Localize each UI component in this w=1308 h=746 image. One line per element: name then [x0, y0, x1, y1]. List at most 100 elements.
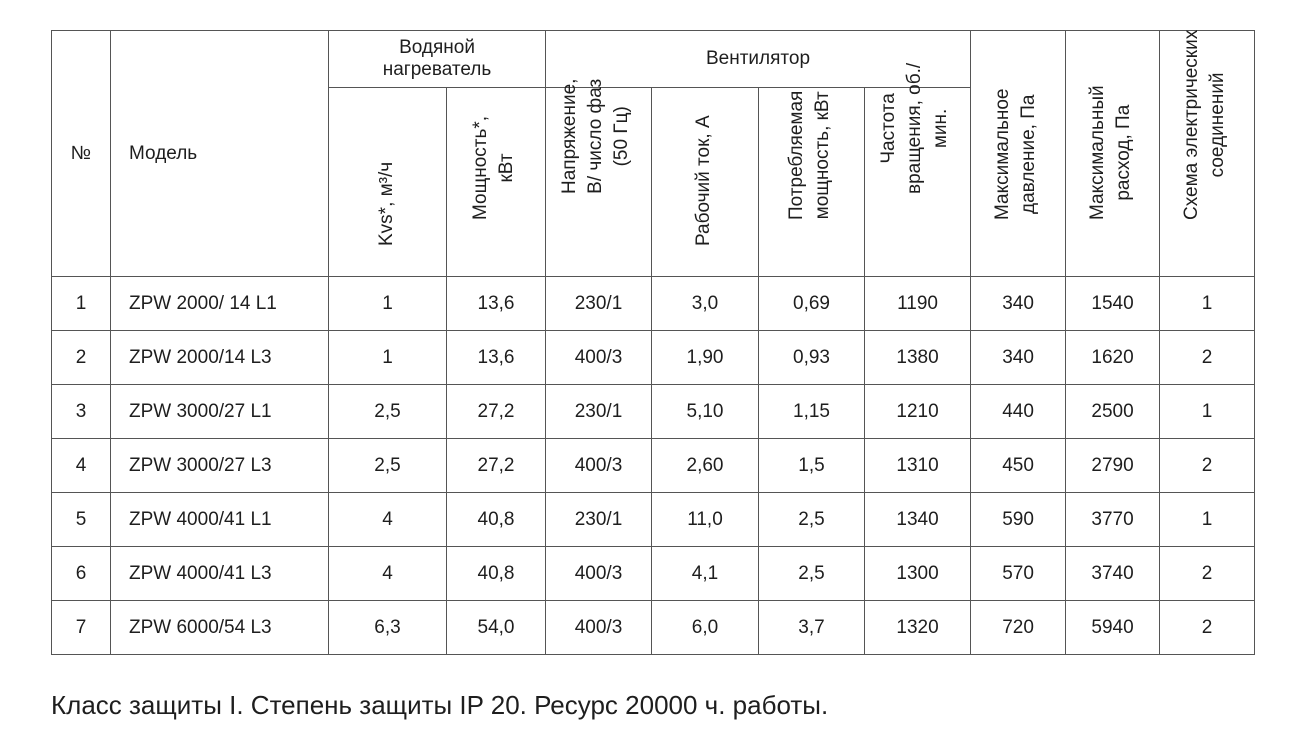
- cell-model: ZPW 6000/54 L3: [110, 600, 329, 655]
- table-row: 7 ZPW 6000/54 L3 6,3 54,0 400/3 6,0 3,7 …: [51, 600, 1256, 655]
- cell-scheme: 1: [1159, 384, 1256, 439]
- cell-consumed: 0,69: [758, 276, 865, 331]
- cell-model: ZPW 4000/41 L1: [110, 492, 329, 547]
- column-header-voltage: Напряжение, В/ число фаз (50 Гц): [545, 79, 652, 277]
- cell-rpm: 1190: [863, 276, 972, 331]
- cell-kvs: 1: [328, 330, 447, 385]
- cell-kvs: 4: [328, 492, 447, 547]
- cell-power: 13,6: [446, 276, 546, 331]
- cell-flow: 1540: [1065, 276, 1161, 331]
- cell-pressure: 340: [970, 330, 1067, 385]
- cell-num: 6: [51, 546, 111, 601]
- current-label: Рабочий ток, А: [693, 115, 714, 246]
- cell-voltage: 400/3: [545, 330, 652, 385]
- cell-flow: 3740: [1065, 546, 1161, 601]
- power-line2: кВт: [496, 153, 517, 183]
- max-pressure-line1: Максимальное: [992, 88, 1014, 221]
- voltage-line3: (50 Гц): [610, 106, 632, 167]
- cell-kvs: 6,3: [328, 600, 447, 655]
- header-row-group: № Модель Водяной нагреватель Вентилятор …: [51, 30, 1256, 277]
- column-header-model: Модель: [110, 30, 329, 277]
- column-header-kvs: Kvs*, м³/ч: [328, 87, 447, 277]
- cell-current: 1,90: [651, 330, 759, 385]
- cell-power: 54,0: [446, 600, 546, 655]
- cell-scheme: 2: [1159, 546, 1256, 601]
- cell-consumed: 2,5: [758, 492, 865, 547]
- cell-current: 5,10: [651, 384, 759, 439]
- cell-scheme: 1: [1159, 492, 1256, 547]
- rpm-line3: мин.: [929, 108, 951, 149]
- power-line1: Мощность*,: [470, 115, 491, 220]
- cell-num: 4: [51, 438, 111, 493]
- max-pressure-line2: давление, Па: [1018, 94, 1040, 214]
- cell-flow: 2790: [1065, 438, 1161, 493]
- table-row: 6 ZPW 4000/41 L3 4 40,8 400/3 4,1 2,5 13…: [51, 546, 1256, 601]
- column-header-num: №: [51, 30, 111, 277]
- cell-voltage: 400/3: [545, 546, 652, 601]
- cell-pressure: 570: [970, 546, 1067, 601]
- column-header-max-pressure: Максимальное давление, Па: [970, 30, 1067, 277]
- cell-num: 1: [51, 276, 111, 331]
- consumed-line1: Потребляемая: [785, 90, 807, 220]
- table-row: 5 ZPW 4000/41 L1 4 40,8 230/1 11,0 2,5 1…: [51, 492, 1256, 547]
- group-header-fan: Вентилятор: [544, 30, 972, 88]
- protection-note: Класс защиты I. Степень защиты IP 20. Ре…: [51, 690, 829, 720]
- consumed-line2: мощность, кВт: [811, 91, 833, 220]
- cell-power: 40,8: [446, 546, 546, 601]
- column-header-scheme: Схема электрических соединений: [1159, 30, 1256, 277]
- cell-flow: 2500: [1065, 384, 1161, 439]
- cell-rpm: 1340: [863, 492, 972, 547]
- cell-pressure: 340: [970, 276, 1067, 331]
- cell-power: 13,6: [446, 330, 546, 385]
- cell-pressure: 450: [970, 438, 1067, 493]
- header-row-sub: Kvs*, м³/ч Мощность*, кВт Напряжение, В/…: [52, 63, 1255, 277]
- cell-current: 4,1: [651, 546, 759, 601]
- cell-current: 6,0: [651, 600, 759, 655]
- column-header-power: Мощность*, кВт: [446, 87, 546, 277]
- column-header-max-flow: Максимальный расход, Па: [1065, 30, 1161, 277]
- cell-kvs: 2,5: [328, 438, 447, 493]
- cell-num: 3: [51, 384, 111, 439]
- table-row: 4 ZPW 3000/27 L3 2,5 27,2 400/3 2,60 1,5…: [51, 438, 1256, 493]
- cell-num: 2: [51, 330, 111, 385]
- cell-model: ZPW 2000/14 L3: [110, 330, 329, 385]
- cell-kvs: 4: [328, 546, 447, 601]
- voltage-line1: Напряжение,: [558, 78, 580, 194]
- cell-model: ZPW 2000/ 14 L1: [110, 276, 329, 331]
- cell-rpm: 1310: [863, 438, 972, 493]
- cell-consumed: 0,93: [758, 330, 865, 385]
- cell-pressure: 590: [970, 492, 1067, 547]
- cell-model: ZPW 3000/27 L1: [110, 384, 329, 439]
- max-flow-line1: Максимальный: [1086, 85, 1108, 220]
- cell-model: ZPW 4000/41 L3: [110, 546, 329, 601]
- group-header-water-heater-label: Водяной нагреватель: [382, 37, 492, 80]
- scheme-line2: соединений: [1207, 72, 1229, 178]
- cell-consumed: 1,5: [758, 438, 865, 493]
- cell-scheme: 2: [1159, 330, 1256, 385]
- cell-rpm: 1300: [863, 546, 972, 601]
- cell-kvs: 2,5: [328, 384, 447, 439]
- cell-kvs: 1: [328, 276, 447, 331]
- table-row: 3 ZPW 3000/27 L1 2,5 27,2 230/1 5,10 1,1…: [51, 384, 1256, 439]
- cell-num: 5: [51, 492, 111, 547]
- cell-rpm: 1320: [863, 600, 972, 655]
- column-header-current: Рабочий ток, А: [651, 87, 759, 277]
- voltage-line2: В/ число фаз: [584, 78, 606, 194]
- cell-power: 40,8: [446, 492, 546, 547]
- cell-model: ZPW 3000/27 L3: [110, 438, 329, 493]
- cell-rpm: 1210: [863, 384, 972, 439]
- cell-power: 27,2: [446, 438, 546, 493]
- rpm-line2: вращения, об./: [903, 62, 925, 194]
- cell-scheme: 2: [1159, 600, 1256, 655]
- rpm-line1: Частота: [877, 93, 899, 164]
- cell-current: 11,0: [651, 492, 759, 547]
- cell-pressure: 440: [970, 384, 1067, 439]
- cell-rpm: 1380: [863, 330, 972, 385]
- cell-voltage: 400/3: [545, 438, 652, 493]
- cell-voltage: 230/1: [545, 492, 652, 547]
- cell-consumed: 2,5: [758, 546, 865, 601]
- cell-voltage: 230/1: [545, 384, 652, 439]
- cell-scheme: 2: [1159, 438, 1256, 493]
- table-row: 1 ZPW 2000/ 14 L1 1 13,6 230/1 3,0 0,69 …: [51, 276, 1256, 331]
